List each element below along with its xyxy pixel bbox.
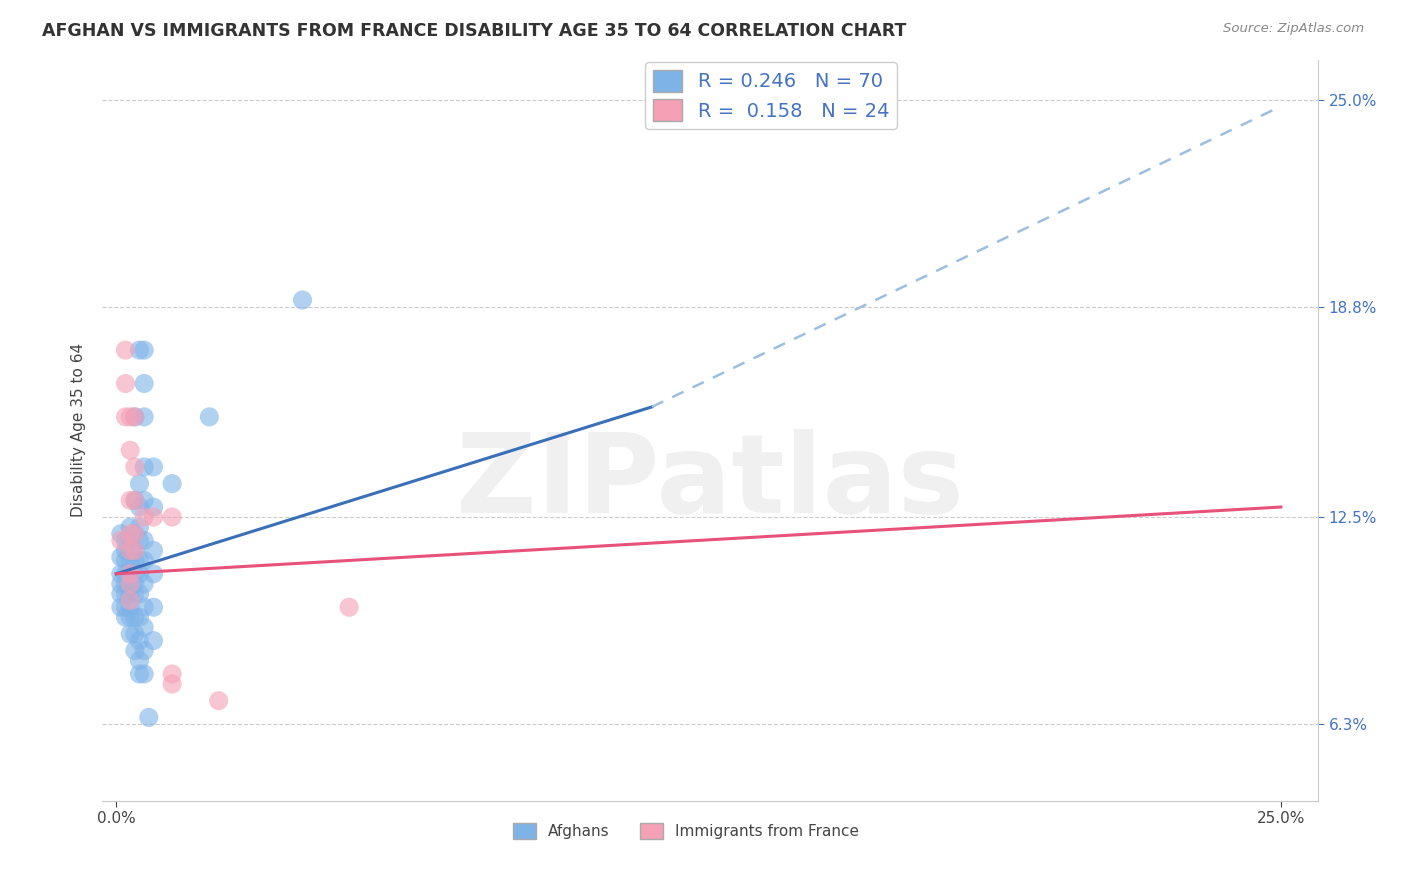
Point xyxy=(124,577,146,591)
Point xyxy=(110,587,132,601)
Point xyxy=(120,533,142,548)
Point xyxy=(120,543,142,558)
Legend: Afghans, Immigrants from France: Afghans, Immigrants from France xyxy=(506,817,865,845)
Point xyxy=(120,577,142,591)
Point xyxy=(110,550,132,565)
Point xyxy=(128,520,150,534)
Point xyxy=(114,587,136,601)
Point xyxy=(124,610,146,624)
Point xyxy=(160,667,183,681)
Point xyxy=(124,493,146,508)
Point xyxy=(124,566,146,581)
Point xyxy=(114,533,136,548)
Point xyxy=(124,643,146,657)
Point xyxy=(134,577,156,591)
Point xyxy=(110,533,132,548)
Point xyxy=(120,593,142,607)
Point xyxy=(142,566,165,581)
Point xyxy=(128,587,150,601)
Point xyxy=(208,694,231,708)
Point xyxy=(160,476,183,491)
Point xyxy=(128,476,150,491)
Point xyxy=(120,409,142,424)
Point xyxy=(134,376,156,391)
Point xyxy=(160,510,183,524)
Point xyxy=(110,577,132,591)
Y-axis label: Disability Age 35 to 64: Disability Age 35 to 64 xyxy=(72,343,86,517)
Point xyxy=(128,533,150,548)
Point xyxy=(142,600,165,615)
Point xyxy=(120,587,142,601)
Point xyxy=(134,643,156,657)
Point xyxy=(134,510,156,524)
Text: Source: ZipAtlas.com: Source: ZipAtlas.com xyxy=(1223,22,1364,36)
Point xyxy=(124,627,146,641)
Point xyxy=(128,343,150,357)
Point xyxy=(120,627,142,641)
Point xyxy=(110,566,132,581)
Point xyxy=(110,600,132,615)
Point xyxy=(134,533,156,548)
Point xyxy=(120,553,142,567)
Point xyxy=(142,500,165,514)
Point xyxy=(110,526,132,541)
Point xyxy=(142,460,165,475)
Point xyxy=(120,520,142,534)
Point xyxy=(291,293,314,307)
Point xyxy=(124,543,146,558)
Point xyxy=(114,376,136,391)
Point xyxy=(134,493,156,508)
Text: AFGHAN VS IMMIGRANTS FROM FRANCE DISABILITY AGE 35 TO 64 CORRELATION CHART: AFGHAN VS IMMIGRANTS FROM FRANCE DISABIL… xyxy=(42,22,907,40)
Point xyxy=(128,654,150,668)
Point xyxy=(142,543,165,558)
Point xyxy=(120,526,142,541)
Point xyxy=(128,566,150,581)
Point xyxy=(124,460,146,475)
Point xyxy=(124,553,146,567)
Point xyxy=(142,633,165,648)
Point xyxy=(120,566,142,581)
Point xyxy=(124,526,146,541)
Point xyxy=(134,409,156,424)
Point xyxy=(134,600,156,615)
Point xyxy=(198,409,221,424)
Point xyxy=(114,553,136,567)
Point xyxy=(128,633,150,648)
Point xyxy=(114,543,136,558)
Point xyxy=(120,443,142,458)
Point xyxy=(128,610,150,624)
Point xyxy=(160,677,183,691)
Point xyxy=(337,600,360,615)
Point xyxy=(134,553,156,567)
Point xyxy=(128,667,150,681)
Point xyxy=(124,543,146,558)
Point xyxy=(124,409,146,424)
Point xyxy=(114,610,136,624)
Point xyxy=(134,460,156,475)
Point xyxy=(128,500,150,514)
Point xyxy=(120,543,142,558)
Point xyxy=(120,493,142,508)
Text: ZIPatlas: ZIPatlas xyxy=(457,429,965,535)
Point xyxy=(142,510,165,524)
Point xyxy=(124,526,146,541)
Point xyxy=(134,343,156,357)
Point xyxy=(114,409,136,424)
Point xyxy=(114,577,136,591)
Point xyxy=(120,566,142,581)
Point xyxy=(134,620,156,634)
Point xyxy=(120,610,142,624)
Point xyxy=(114,600,136,615)
Point xyxy=(128,553,150,567)
Point xyxy=(114,343,136,357)
Point xyxy=(124,587,146,601)
Point xyxy=(138,710,160,724)
Point xyxy=(124,493,146,508)
Point xyxy=(124,409,146,424)
Point xyxy=(120,600,142,615)
Point xyxy=(114,566,136,581)
Point xyxy=(134,667,156,681)
Point xyxy=(120,577,142,591)
